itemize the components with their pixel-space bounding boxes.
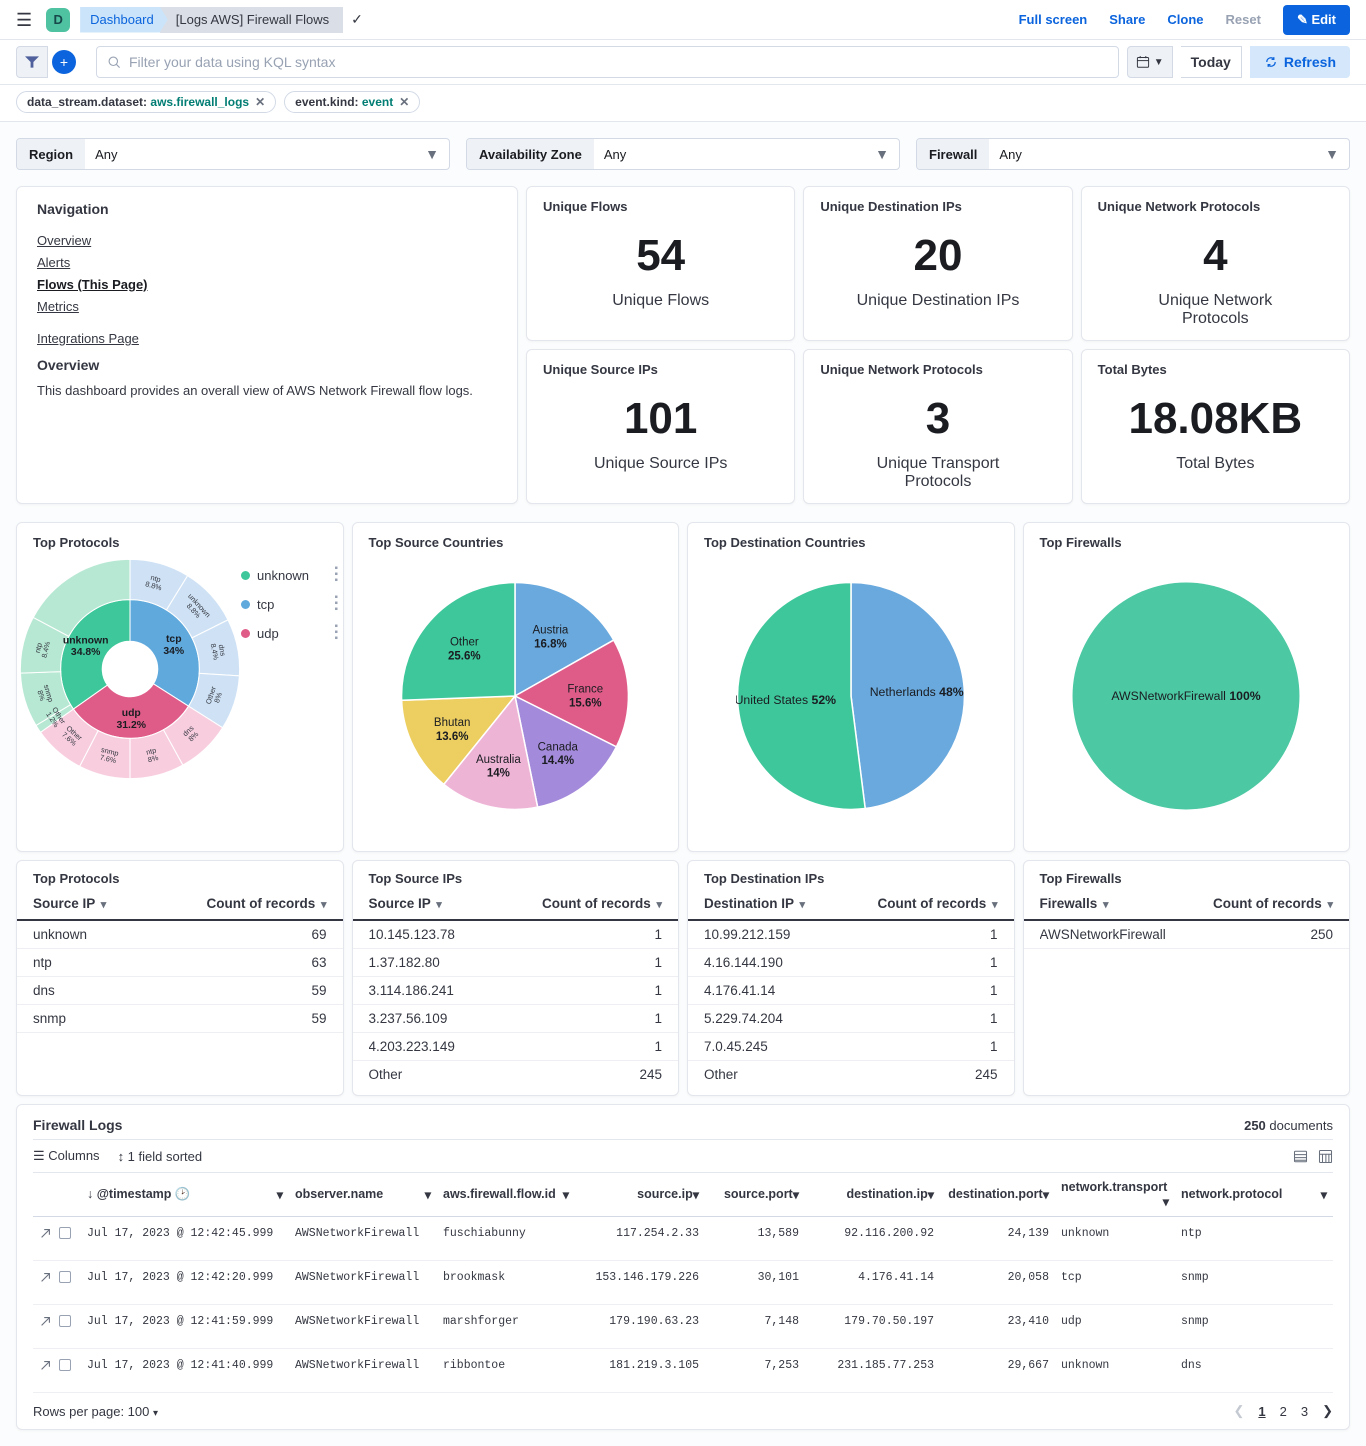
svg-text:United States 52%: United States 52% <box>736 693 836 707</box>
svg-text:AWSNetworkFirewall 100%: AWSNetworkFirewall 100% <box>1112 689 1261 703</box>
svg-text:Netherlands 48%: Netherlands 48% <box>869 684 963 698</box>
